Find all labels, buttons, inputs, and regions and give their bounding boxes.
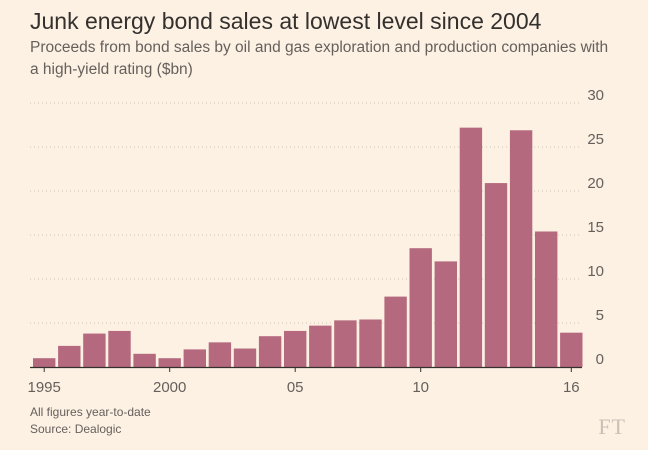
bar-2012	[459, 127, 483, 367]
bar-2015	[535, 231, 558, 367]
x-tick-label-1995: 1995	[28, 379, 61, 396]
y-tick-label-25: 25	[587, 131, 604, 148]
bar-2010	[409, 248, 432, 367]
chart-title: Junk energy bond sales at lowest level s…	[30, 8, 542, 34]
y-tick-label-15: 15	[587, 219, 604, 236]
ft-logo: FT	[598, 414, 626, 439]
y-tick-label-30: 30	[587, 87, 604, 104]
bar-2006	[309, 325, 332, 367]
footnote-source: Source: Dealogic	[30, 422, 122, 436]
x-tick-label-2005: 05	[287, 379, 304, 396]
y-axis-ticks: 0 5 10 15 20 25 30	[587, 87, 604, 368]
bar-1995	[33, 358, 56, 367]
footnote: All figures year-to-date Source: Dealogi…	[30, 404, 151, 438]
x-axis-ticks: 1995 2000 05 10 16	[28, 367, 580, 396]
bar-2002	[208, 342, 232, 367]
bar-2000	[158, 358, 181, 367]
y-tick-label-0: 0	[596, 351, 604, 368]
bar-2011	[434, 261, 457, 367]
bar-2013	[484, 183, 508, 367]
y-tick-label-5: 5	[596, 307, 604, 324]
bars	[33, 127, 583, 367]
bar-1999	[133, 353, 156, 367]
x-tick-label-2000: 2000	[153, 379, 186, 396]
bar-2016	[560, 332, 583, 367]
footnote-year-to-date: All figures year-to-date	[30, 405, 151, 419]
bar-2004	[258, 336, 282, 367]
bar-1998	[108, 330, 131, 367]
y-tick-label-10: 10	[587, 263, 604, 280]
bar-2008	[359, 319, 382, 367]
bar-1997	[83, 333, 106, 367]
bar-2014	[509, 130, 533, 367]
bar-1996	[58, 345, 81, 367]
chart-subtitle: Proceeds from bond sales by oil and gas …	[30, 39, 609, 78]
bar-2005	[284, 330, 307, 367]
x-tick-label-2016: 16	[563, 379, 580, 396]
x-tick-label-2010: 10	[412, 379, 429, 396]
bar-2009	[384, 296, 407, 367]
bar-2007	[334, 320, 357, 367]
bar-2001	[183, 349, 206, 367]
y-tick-label-20: 20	[587, 175, 604, 192]
bar-2003	[233, 348, 257, 367]
